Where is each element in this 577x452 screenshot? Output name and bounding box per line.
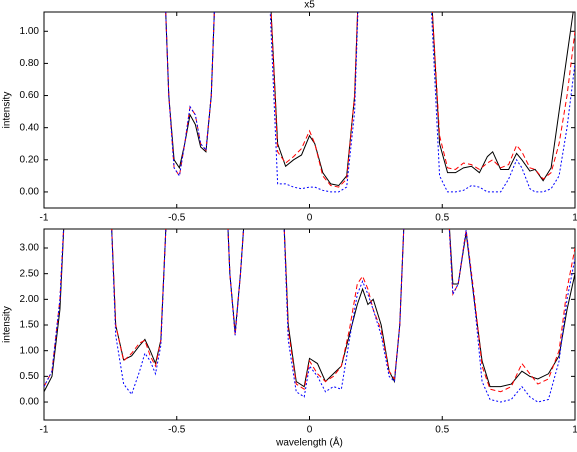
chart-title: x5 xyxy=(304,0,315,11)
y-tick-label: 0.40 xyxy=(20,122,40,133)
y-tick-label: 0.80 xyxy=(20,58,40,69)
x-tick-label: 0 xyxy=(307,213,313,224)
plot-area xyxy=(165,12,575,193)
y-tick-label: 2.50 xyxy=(20,268,40,279)
plot-frame xyxy=(43,11,576,209)
y-tick-label: 0.20 xyxy=(20,154,40,165)
spectrum-line xyxy=(44,229,575,392)
x-tick-label: 1 xyxy=(572,425,577,436)
x-tick-label: -1 xyxy=(40,213,49,224)
x-tick-label: -0.5 xyxy=(168,213,186,224)
y-tick-label: 1.00 xyxy=(20,26,40,37)
x-tick-label: 1 xyxy=(572,213,577,224)
plot-area xyxy=(44,229,575,403)
y-tick-label: 0.50 xyxy=(20,371,40,382)
y-tick-label: 1.00 xyxy=(20,345,40,356)
y-tick-label: 0.00 xyxy=(20,397,40,408)
y-tick-label: 3.00 xyxy=(20,243,40,254)
x-tick-label: -0.5 xyxy=(168,425,186,436)
x-tick-label: -1 xyxy=(40,425,49,436)
x-tick-label: 0 xyxy=(307,425,313,436)
spectrum-line xyxy=(165,12,575,193)
y-tick-label: 1.50 xyxy=(20,320,40,331)
plot-frame xyxy=(43,228,576,421)
spectrum-line xyxy=(165,12,574,187)
spectrum-line xyxy=(44,229,575,403)
y-tick-label: 2.00 xyxy=(20,294,40,305)
y-axis-label: intensity xyxy=(2,306,13,343)
y-tick-label: 0.60 xyxy=(20,90,40,101)
x-axis-label: wavelength (Å) xyxy=(275,436,343,449)
x-tick-label: 0.5 xyxy=(435,425,449,436)
y-tick-label: 0.00 xyxy=(20,187,40,198)
y-axis-label: intensity xyxy=(2,92,13,129)
spectrum-line xyxy=(165,12,575,188)
spectrum-line xyxy=(44,229,575,393)
x-tick-label: 0.5 xyxy=(435,213,449,224)
